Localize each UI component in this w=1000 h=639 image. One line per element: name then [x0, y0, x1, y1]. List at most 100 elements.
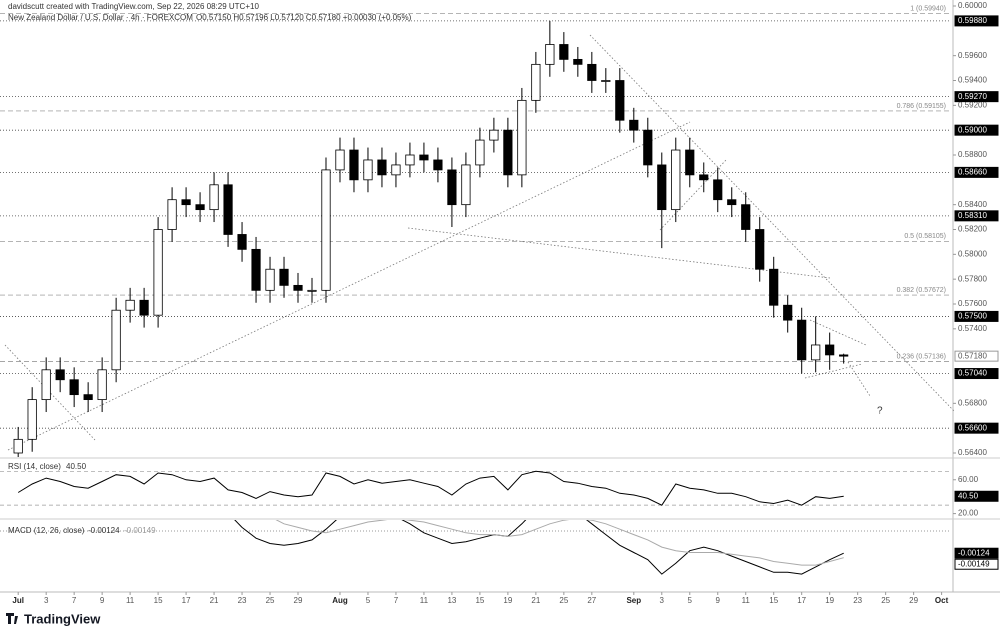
- x-tick-label: 15: [154, 596, 163, 605]
- candle-body: [811, 344, 821, 361]
- level-label-box: [954, 210, 999, 222]
- candle-body: [671, 149, 681, 211]
- level-label: 0.59270: [958, 92, 987, 101]
- candle-body: [195, 204, 205, 211]
- candle-body: [153, 229, 163, 316]
- candle-body: [615, 80, 625, 121]
- candle-body: [363, 159, 373, 181]
- candle-body: [657, 164, 667, 211]
- candle-body: [83, 394, 93, 401]
- y-tick-label: 0.59600: [958, 51, 987, 60]
- x-tick-label: 3: [44, 596, 49, 605]
- macd-line: [275, 520, 844, 566]
- macd-value: -0.00149: [124, 526, 156, 535]
- x-tick-label: 25: [266, 596, 275, 605]
- x-tick-label: 5: [688, 596, 693, 605]
- candle-body: [797, 319, 807, 361]
- x-tick-label: 13: [447, 596, 456, 605]
- fib-label: 0.382 (0.57672): [897, 287, 946, 294]
- x-tick-label: 15: [475, 596, 484, 605]
- x-tick-label: 25: [559, 596, 568, 605]
- candle-body: [223, 184, 233, 235]
- x-tick-label: 21: [210, 596, 219, 605]
- y-tick-label: 0.56800: [958, 398, 987, 407]
- x-tick-label: 11: [126, 596, 135, 605]
- candle-body: [587, 63, 597, 81]
- candle-body: [69, 379, 79, 396]
- candle-body: [391, 164, 401, 176]
- x-tick-label: 5: [366, 596, 371, 605]
- trendline: [4, 344, 96, 441]
- level-label-box: [954, 166, 999, 178]
- candle-body: [167, 199, 177, 230]
- candles: [13, 20, 849, 457]
- x-tick-label: 7: [394, 596, 399, 605]
- x-tick-label: 21: [531, 596, 540, 605]
- x-tick-label: 11: [420, 596, 429, 605]
- x-tick-label: Aug: [332, 596, 348, 605]
- candle-body: [279, 268, 289, 286]
- y-tick-label: 0.56400: [958, 448, 987, 457]
- level-label-box: [954, 91, 999, 103]
- candle-body: [545, 44, 555, 65]
- level-label-box: [954, 15, 999, 27]
- candle-body: [181, 199, 191, 206]
- candle-body: [461, 164, 471, 206]
- y-tick-label: 60.00: [958, 475, 979, 484]
- macd-line: [234, 520, 844, 575]
- candle-body: [559, 44, 569, 60]
- level-label-box: [954, 422, 999, 434]
- macd-title: MACD (12, 26, close): [8, 526, 85, 535]
- candle-body: [419, 154, 429, 161]
- candle-body: [475, 139, 485, 166]
- x-tick-label: 19: [503, 596, 512, 605]
- candle-body: [405, 154, 415, 166]
- candle-body: [629, 119, 639, 131]
- symbol-title: New Zealand Dollar / U.S. Dollar · 4h · …: [8, 13, 193, 22]
- macd-axis-label-box: [954, 547, 999, 559]
- candle-body: [517, 99, 527, 176]
- brand: TradingView: [24, 611, 101, 626]
- x-tick-label: Sep: [626, 596, 641, 605]
- candle-body: [13, 438, 23, 454]
- rsi-axis-label: 40.50: [958, 491, 979, 500]
- candle-body: [713, 179, 723, 201]
- rsi-line: [17, 470, 844, 506]
- x-tick-label: Jul: [12, 596, 24, 605]
- candle-body: [349, 149, 359, 181]
- macd-pane: [234, 520, 844, 575]
- y-tick-label: 0.59200: [958, 100, 987, 109]
- x-tick-label: 19: [825, 596, 834, 605]
- x-tick-label: Oct: [935, 596, 949, 605]
- candle-body: [685, 149, 695, 176]
- level-label-box: [954, 124, 999, 136]
- candle-body: [839, 354, 849, 357]
- brand-logo: [6, 613, 18, 624]
- candle-body: [503, 129, 513, 176]
- y-tick-label: 0.58800: [958, 150, 987, 159]
- level-label: 0.57040: [958, 369, 987, 378]
- candle-body: [377, 159, 387, 176]
- candle-body: [741, 204, 751, 230]
- y-tick-label: 0.59400: [958, 76, 987, 85]
- candle-body: [783, 304, 793, 321]
- candle-body: [209, 184, 219, 211]
- x-tick-label: 11: [742, 596, 751, 605]
- credit: davidscutt created with TradingView.com,…: [8, 2, 259, 11]
- x-tick-label: 29: [294, 596, 303, 605]
- x-tick-label: 15: [769, 596, 778, 605]
- candle-body: [601, 80, 611, 82]
- level-label: 0.58310: [958, 211, 987, 220]
- candle-body: [727, 199, 737, 206]
- candle-body: [825, 344, 835, 356]
- x-tick-label: 23: [238, 596, 247, 605]
- candle-body: [643, 129, 653, 166]
- candle-body: [335, 149, 345, 171]
- candle-body: [489, 129, 499, 141]
- y-tick-label: 20.00: [958, 509, 979, 518]
- rsi-value: 40.50: [66, 462, 87, 471]
- y-tick-label: 0.57400: [958, 324, 987, 333]
- candle-body: [139, 299, 149, 316]
